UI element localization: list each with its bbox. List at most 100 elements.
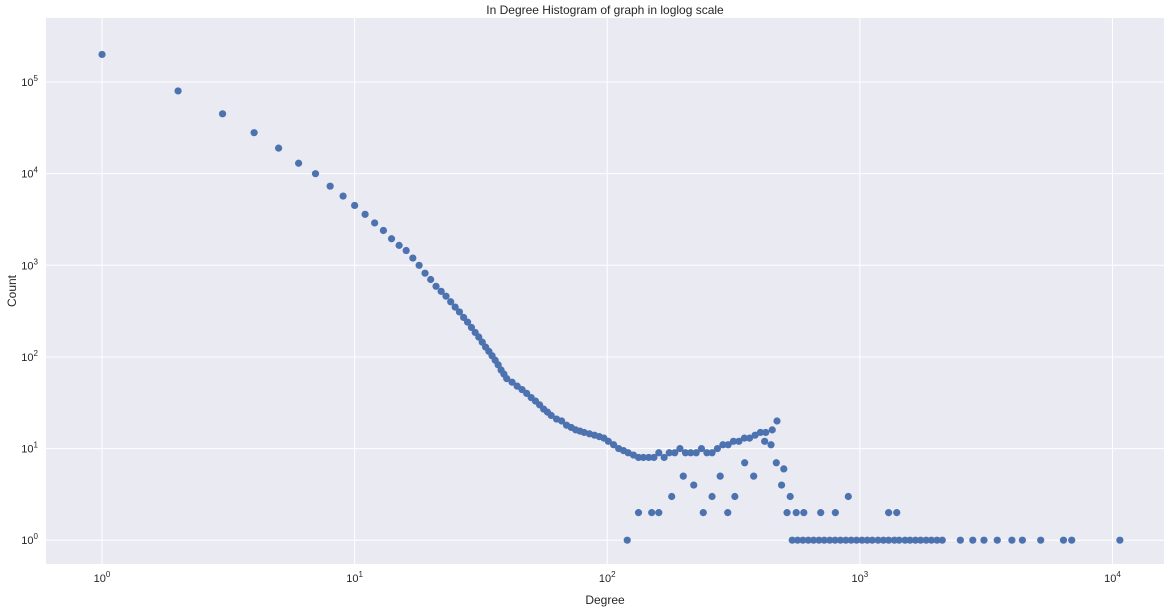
data-point [655,449,663,457]
data-point [761,437,769,445]
y-tick-label-exponent: 3 [34,257,39,266]
data-point [427,275,435,284]
data-point [842,536,850,544]
data-point [863,536,871,544]
x-tick-label-exponent: 4 [1116,570,1121,579]
data-point [911,536,920,544]
data-point [729,437,738,445]
data-point [275,144,283,152]
data-point [724,509,732,517]
data-point [218,110,227,118]
grid-lines [46,18,1164,564]
data-point [326,182,334,190]
data-point [820,536,828,544]
data-point [463,318,472,326]
data-point [387,235,396,243]
x-tick-label-base: 10 [94,573,106,585]
data-point [655,509,663,517]
data-point [901,536,909,544]
data-point [852,536,861,544]
data-point [547,411,555,420]
x-tick-label: 104 [1104,570,1121,585]
data-point [379,226,388,235]
plot-area [46,18,1164,564]
data-point [956,536,964,544]
data-point [409,254,417,262]
data-point [922,536,930,544]
data-point [756,428,765,437]
x-axis-label: Degree [585,593,625,607]
data-point [1018,536,1026,544]
y-tick-label: 102 [21,349,38,364]
data-point [447,298,455,306]
data-point [745,434,754,442]
y-tick-label-base: 10 [21,352,33,364]
data-point [836,536,845,544]
data-point [1008,536,1016,544]
data-point [623,536,631,544]
data-point [467,323,476,332]
y-axis-label: Count [5,274,19,307]
data-point [508,378,516,386]
data-point [772,459,780,467]
data-point [311,170,320,178]
data-point [885,536,893,544]
x-tick-label-exponent: 0 [106,570,111,579]
data-point [868,536,876,544]
data-point [634,509,643,517]
data-point [885,509,893,517]
data-point [660,453,668,462]
y-tick-label-base: 10 [21,444,33,456]
data-point [716,472,724,480]
data-point [780,465,788,473]
data-point [455,308,464,316]
y-tick-label: 105 [21,74,38,89]
x-tick-label-base: 10 [851,573,863,585]
data-point [558,417,566,425]
data-point [679,472,687,480]
y-tick-label: 100 [21,532,38,547]
data-point [906,536,914,544]
y-tick-label-exponent: 2 [34,349,39,358]
x-tick-label-base: 10 [1104,573,1116,585]
data-point [800,509,808,517]
data-point [777,481,786,489]
data-point [604,437,612,445]
data-point [665,449,673,457]
x-tick-label-exponent: 1 [359,570,364,579]
data-point [692,449,700,457]
data-point [1059,536,1068,544]
y-tick-label-base: 10 [21,535,33,547]
y-tick-label-base: 10 [21,260,33,272]
data-point [874,536,882,544]
data-point [751,431,759,439]
y-tick-label-exponent: 4 [34,166,39,175]
data-point [809,536,818,544]
data-point [831,509,839,517]
data-point [768,426,776,434]
data-point [681,449,690,457]
data-point [1068,536,1076,544]
data-point [1037,536,1045,544]
data-point [969,536,977,544]
data-point [933,536,941,544]
data-point [847,536,855,544]
data-point [650,453,658,462]
data-point [719,441,727,449]
data-point [1116,536,1124,544]
data-point [927,536,936,544]
data-point [371,219,379,227]
data-point [993,536,1001,544]
data-point [98,50,106,59]
data-point [451,303,459,311]
data-point [708,449,716,457]
data-point [783,509,791,517]
data-point [687,449,695,457]
y-tick-label-exponent: 1 [34,441,39,450]
data-point [671,449,679,457]
x-tick-label-base: 10 [346,573,358,585]
data-point [402,246,410,255]
data-point [699,509,707,517]
